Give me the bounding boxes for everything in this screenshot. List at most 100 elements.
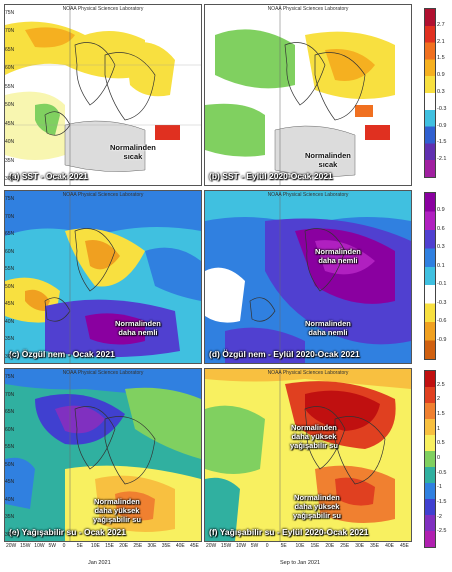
colorbar-sst: [424, 8, 436, 178]
sst-season-map: [205, 5, 411, 185]
colorbar-tick: 0.3: [437, 244, 445, 251]
longitude-label: 45E: [400, 543, 409, 549]
panel-b-sst-season: NOAA Physical Sciences Laboratory Normal…: [204, 4, 412, 186]
latitude-label: 70N: [5, 391, 15, 398]
annotation-warm: Normalinden sıcak: [305, 151, 351, 169]
panel-d-humidity-season: NOAA Physical Sciences Laboratory Normal…: [204, 190, 412, 364]
colorbar-tick: 0.9: [437, 207, 445, 214]
latitude-label: 55N: [5, 266, 15, 273]
latitude-label: 40N: [5, 496, 15, 503]
panel-label-f: (f) Yağışabilir su - Eylül 2020-Ocak 202…: [209, 527, 369, 537]
latitude-label: 75N: [5, 374, 15, 380]
colorbar-tick: 1.5: [437, 411, 445, 417]
longitude-label: 0: [265, 543, 269, 549]
colorbar-tick: -2.1: [437, 156, 447, 163]
longitude-label: 15W: [220, 543, 232, 549]
longitude-label: 15E: [310, 543, 320, 549]
colorbar-tick: -2.5: [437, 528, 447, 535]
longitude-label: 30E: [147, 543, 157, 549]
panel-label-e: (e) Yağışabilir su - Ocak 2021: [9, 527, 127, 537]
latitude-label: 35N: [5, 157, 15, 164]
colorbar-tick: 0.3: [437, 89, 445, 95]
latitude-label: 70N: [5, 28, 15, 35]
pw-jan-map: [5, 369, 201, 541]
longitude-label: 40E: [175, 543, 185, 549]
colorbar-tick: -0.1: [437, 281, 447, 288]
latitude-label: 40N: [5, 318, 15, 325]
panel-label-b: (b) SST - Eylül 2020-Ocak 2021: [209, 171, 333, 181]
longitude-label: 5W: [48, 543, 56, 549]
colorbar-tick: 2.7: [437, 21, 445, 28]
colorbar-tick: 2.5: [437, 381, 445, 388]
sst-jan-map: [5, 5, 201, 185]
latitude-label: 50N: [5, 283, 15, 290]
latitude-label: 55N: [5, 83, 15, 90]
longitude-label: 10E: [295, 543, 305, 549]
credit-text: NOAA Physical Sciences Laboratory: [267, 6, 349, 12]
longitude-label: 10W: [235, 543, 247, 549]
latitude-label: 60N: [5, 65, 15, 72]
panel-label-d: (d) Özgül nem - Eylül 2020-Ocak 2021: [209, 349, 360, 359]
annotation-pw-north: Normalinden daha yüksek yağışabilir su: [290, 423, 338, 450]
longitude-label: 20E: [119, 543, 129, 549]
latitude-label: 45N: [5, 120, 15, 127]
colorbar-tick: -0.9: [437, 336, 447, 343]
longitude-label: 35E: [370, 543, 380, 549]
colorbar-tick: 0.6: [437, 225, 445, 232]
latitude-label: 60N: [5, 426, 15, 433]
humidity-season-map: [205, 191, 411, 363]
colorbar-tick: -2: [437, 513, 442, 520]
panel-c-humidity-jan: NOAA Physical Sciences Laboratory Normal…: [4, 190, 202, 364]
panel-f-pw-season: NOAA Physical Sciences Laboratory Normal…: [204, 368, 412, 542]
credit-text: NOAA Physical Sciences Laboratory: [62, 6, 144, 12]
colorbar-tick: -1: [437, 484, 442, 491]
longitude-label: 15W: [20, 543, 31, 549]
colorbar-precipitable-water: [424, 370, 436, 548]
date-label-f: Sep to Jan 2021: [280, 560, 321, 566]
longitude-label: 45E: [190, 543, 199, 549]
latitude-label: 30N: [5, 176, 15, 182]
colorbar-humidity: [424, 192, 436, 360]
longitude-label: 35E: [161, 543, 171, 549]
latitude-label: 40N: [5, 139, 15, 146]
credit-text: NOAA Physical Sciences Laboratory: [267, 192, 349, 198]
panel-a-sst-jan: NOAA Physical Sciences Laboratory Normal…: [4, 4, 202, 186]
panel-e-pw-jan: NOAA Physical Sciences Laboratory Normal…: [4, 368, 202, 542]
longitude-label: 5E: [280, 543, 287, 549]
longitude-label: 15E: [105, 543, 114, 549]
latitude-label: 35N: [5, 336, 15, 343]
colorbar-tick: -0.3: [437, 105, 447, 112]
colorbar-tick: 0.5: [437, 440, 445, 447]
colorbar-tick: 2.1: [437, 38, 445, 45]
credit-text: NOAA Physical Sciences Laboratory: [62, 192, 144, 198]
longitude-label: 40E: [385, 543, 394, 549]
colorbar-tick: -0.5: [437, 469, 447, 476]
colorbar-tick: -0.6: [437, 318, 447, 325]
colorbar-tick: 0: [437, 455, 441, 461]
longitude-label: 30E: [355, 543, 365, 549]
panel-label-a: (a) SST - Ocak 2021: [9, 171, 88, 181]
latitude-label: 50N: [5, 102, 15, 109]
longitude-label: 20W: [206, 543, 217, 549]
colorbar-tick: 2: [437, 396, 441, 403]
longitude-label: 10W: [34, 543, 45, 549]
colorbar-tick: 1: [437, 425, 441, 432]
annotation-pw-south: Normalinden daha yüksek yağışabilir su: [293, 493, 341, 520]
latitude-label: 50N: [5, 461, 15, 468]
latitude-label: 60N: [5, 248, 15, 255]
credit-text: NOAA Physical Sciences Laboratory: [267, 370, 349, 376]
latitude-label: 65N: [5, 231, 15, 238]
longitude-label: 20E: [325, 543, 335, 549]
colorbar-tick: -1.5: [437, 139, 447, 146]
longitude-label: 5E: [76, 543, 83, 549]
humidity-jan-map: [5, 191, 201, 363]
latitude-label: 70N: [5, 213, 15, 220]
longitude-label: 5W: [250, 543, 259, 549]
latitude-label: 45N: [5, 301, 15, 308]
latitude-label: 30N: [5, 532, 15, 538]
longitude-label: 10E: [90, 543, 100, 549]
colorbar-tick: -1.5: [437, 499, 447, 505]
latitude-label: 35N: [5, 514, 15, 521]
colorbar-tick: 0.1: [437, 262, 445, 269]
latitude-label: 55N: [5, 444, 15, 451]
